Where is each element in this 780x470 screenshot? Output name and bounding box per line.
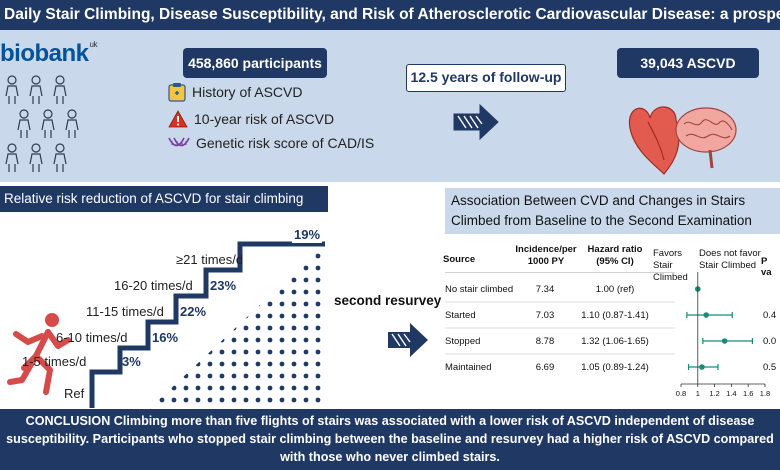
left-panel-title: Relative risk reduction of ASCVD for sta…	[0, 186, 328, 212]
logo-sup: uk	[89, 40, 98, 49]
table-header-hr: Hazard ratio (95% CI)	[587, 244, 643, 267]
step-label-ref: Ref	[64, 386, 85, 401]
x-axis-tick-label: 1.8	[760, 389, 770, 398]
feature-history: History of ASCVD	[168, 82, 302, 102]
association-panel: Association Between CVD and Changes in S…	[443, 184, 780, 408]
feature-genetic-label: Genetic risk score of CAD/IS	[196, 135, 375, 151]
study-overview-section: biobankuk 458,860 participants History o…	[0, 30, 780, 182]
row-incidence: 8.78	[536, 336, 555, 347]
x-axis-tick-label: 1.2	[709, 389, 719, 398]
row-p-value: 0.4	[763, 310, 776, 321]
point-estimate	[703, 312, 709, 318]
point-estimate	[721, 338, 728, 344]
page-title: Daily Stair Climbing, Disease Susceptibi…	[0, 0, 780, 30]
step-pct-21-plus: 19%	[292, 226, 323, 243]
table-header-incidence: Incidence/per 1000 PY	[515, 244, 577, 267]
row-incidence: 7.34	[536, 284, 555, 295]
feature-risk-label: 10-year risk of ASCVD	[194, 111, 335, 127]
row-hazard-ratio: 1.05 (0.89-1.24)	[581, 362, 649, 373]
row-incidence: 6.69	[536, 362, 555, 373]
row-source: Started	[445, 310, 476, 321]
feature-genetic-score: Genetic risk score of CAD/IS	[168, 135, 374, 151]
warning-icon	[168, 110, 188, 128]
people-crowd-icon	[5, 75, 79, 172]
row-source: Stopped	[445, 336, 480, 347]
logo-text: biobank	[0, 40, 89, 67]
step-pct-16-20: 23%	[210, 278, 237, 293]
row-p-value: 0.0	[763, 336, 776, 347]
row-hazard-ratio: 1.10 (0.87-1.41)	[581, 310, 649, 321]
step-label-6-10: 6-10 times/d	[56, 330, 128, 345]
participants-count: 458,860 participants	[183, 48, 327, 78]
step-label-16-20: 16-20 times/d	[114, 278, 193, 293]
table-header-p: P va	[761, 256, 772, 278]
row-source: Maintained	[445, 362, 491, 373]
forest-plot: No stair climbed 7.34 1.00 (ref) Started 7.0…	[445, 272, 776, 398]
row-hazard-ratio: 1.00 (ref)	[596, 284, 635, 295]
biobank-logo: biobankuk	[0, 40, 98, 68]
step-label-11-15: 11-15 times/d	[86, 304, 164, 319]
favors-label: Favors Stair Climbed	[653, 248, 688, 283]
step-pct-6-10: 16%	[152, 330, 179, 345]
step-pct-11-15: 22%	[180, 304, 207, 319]
step-label-21-plus: ≥21 times/d	[176, 252, 244, 267]
x-axis-tick-label: 0.8	[676, 389, 686, 398]
step-pct-1-5: 3%	[122, 354, 141, 369]
x-axis-tick-label: 1.6	[743, 389, 753, 398]
step-label-1-5: 1-5 times/d	[22, 354, 87, 369]
dna-icon	[168, 137, 190, 147]
followup-box: 12.5 years of follow-up	[406, 64, 566, 92]
x-axis-tick-label: 1	[696, 389, 700, 398]
resurvey-arrow-icon	[388, 323, 428, 357]
clipboard-icon	[168, 83, 186, 102]
feature-history-label: History of ASCVD	[192, 84, 303, 100]
conclusion-text: CONCLUSION Climbing more than five fligh…	[0, 409, 780, 470]
table-header-source: Source	[443, 254, 476, 265]
x-axis-tick-label: 1.4	[726, 389, 736, 398]
stair-risk-panel: Relative risk reduction of ASCVD for sta…	[0, 184, 330, 408]
point-estimate	[699, 364, 705, 370]
climbing-person-icon	[7, 313, 71, 395]
right-panel-title: Association Between CVD and Changes in S…	[445, 188, 780, 234]
row-hazard-ratio: 1.32 (1.06-1.65)	[581, 336, 649, 347]
not-favor-label: Does not favor Stair Climbed	[699, 248, 761, 271]
staircase-diagram	[89, 241, 325, 408]
right-arrow-icon	[453, 103, 499, 141]
row-incidence: 7.03	[536, 310, 555, 321]
row-source: No stair climbed	[445, 284, 513, 295]
row-p-value: 0.5	[763, 362, 776, 373]
heart-brain-icon	[628, 106, 737, 175]
resurvey-label: second resurvey	[334, 293, 442, 308]
ascvd-count: 39,043 ASCVD	[617, 48, 759, 78]
feature-10yr-risk: 10-year risk of ASCVD	[168, 110, 334, 128]
